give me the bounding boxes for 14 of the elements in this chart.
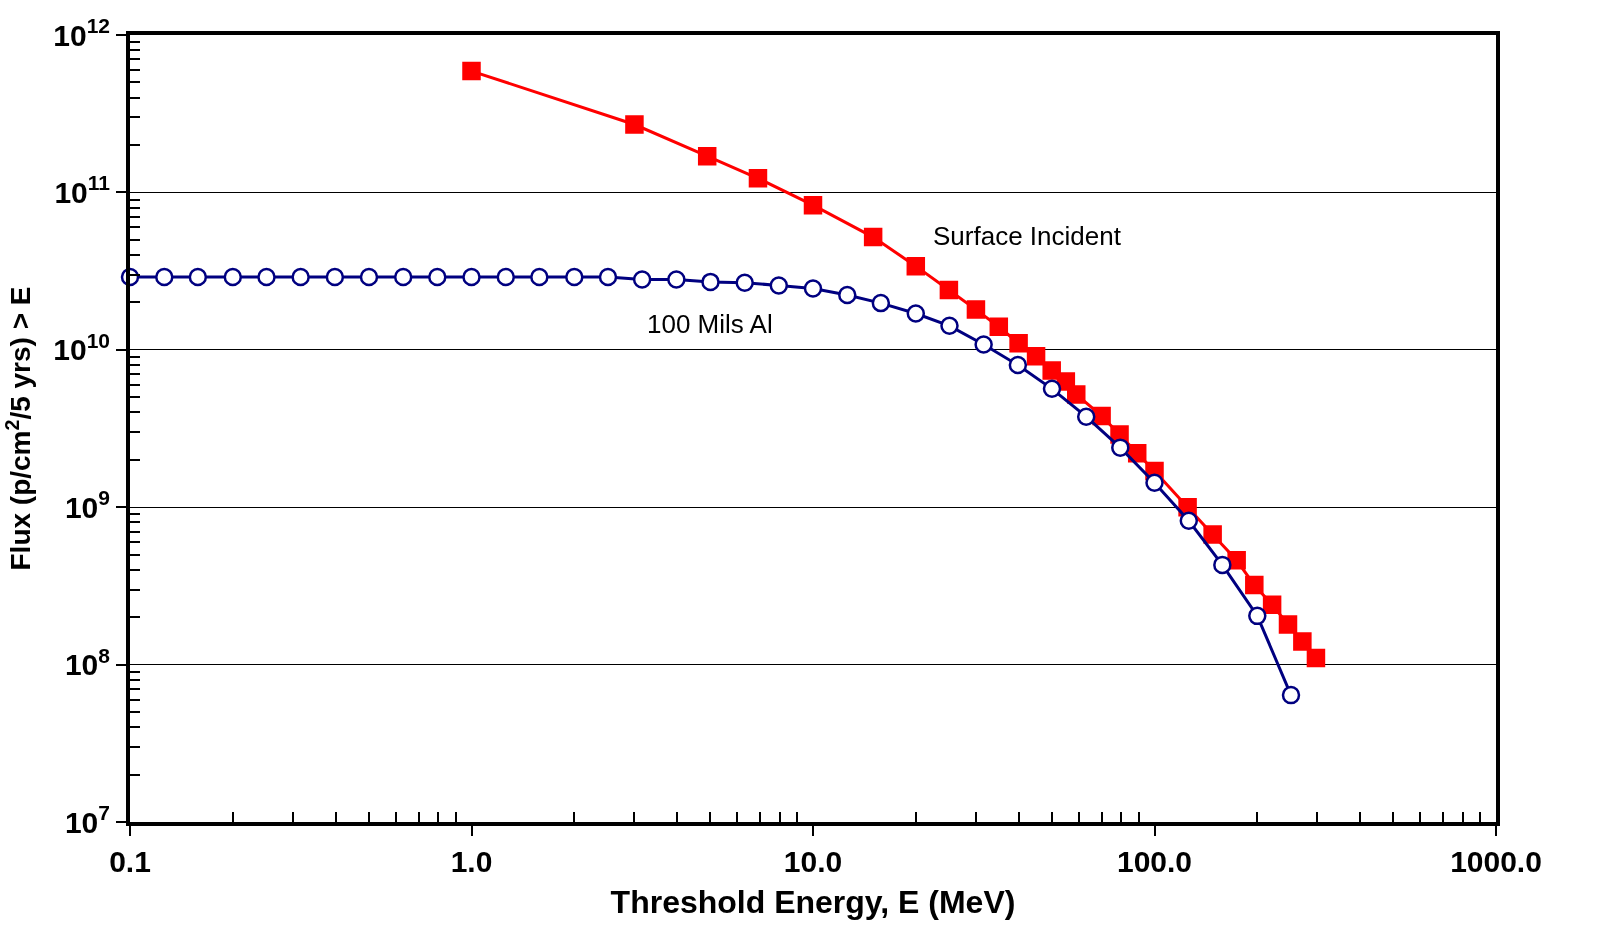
- y-tick-label: 10$^{7}$: [64, 800, 110, 839]
- y-tick-label: 10$^{10}$: [53, 328, 110, 367]
- y-tick-label: 10$^{9}$: [64, 486, 110, 524]
- x-tick-label: 1.0: [450, 845, 493, 878]
- y-tick-label: 10$^{12}$: [53, 13, 110, 52]
- y-tick-label: 10$^{8}$: [64, 643, 111, 682]
- x-axis-title: Threshold Energy, E (MeV): [610, 884, 1016, 921]
- x-tick-label: 0.1: [109, 845, 151, 878]
- x-tick-label: 100.0: [1116, 845, 1193, 878]
- x-tick-label: 10.0: [783, 845, 843, 878]
- series-label: 100 Mils Al: [647, 309, 773, 339]
- series-label: Surface Incident: [933, 221, 1122, 251]
- y-tick-label: 10$^{11}$: [54, 171, 111, 209]
- x-tick-label: 1000.0: [1450, 845, 1542, 878]
